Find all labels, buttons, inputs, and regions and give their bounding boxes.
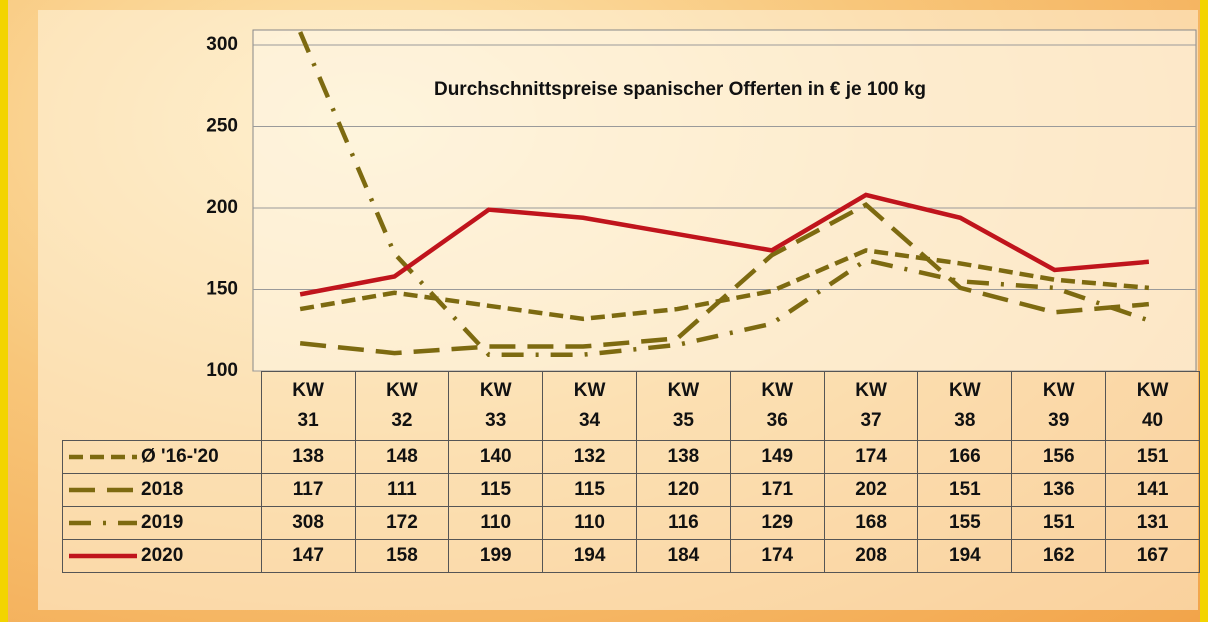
value-cell: 162	[1012, 540, 1106, 573]
value-cell: 202	[824, 474, 918, 507]
value-cell: 151	[1012, 507, 1106, 540]
value-cell: 168	[824, 507, 918, 540]
legend-label: 2020	[141, 545, 183, 566]
chart-title: Durchschnittspreise spanischer Offerten …	[434, 79, 926, 100]
category-label: KW 35	[668, 376, 700, 436]
value-cell: 155	[918, 507, 1012, 540]
legend-cell: 2018	[63, 474, 262, 507]
category-label: KW 40	[1137, 376, 1169, 436]
value-cell: 116	[636, 507, 730, 540]
value-cell: 194	[543, 540, 637, 573]
category-label: KW 32	[386, 376, 418, 436]
legend-swatch	[69, 550, 137, 562]
header-cell: KW 34	[543, 372, 637, 441]
header-cell: KW 36	[730, 372, 824, 441]
legend-cell: 2020	[63, 540, 262, 573]
category-label: KW 36	[761, 376, 793, 436]
category-label: KW 39	[1043, 376, 1075, 436]
value-cell: 147	[261, 540, 355, 573]
blank-cell	[63, 372, 262, 441]
header-row: KW 31 KW 32 KW 33 KW 34 KW 35 KW 36 KW 37 KW 38…	[63, 372, 1200, 441]
category-label: KW 33	[480, 376, 512, 436]
value-cell: 129	[730, 507, 824, 540]
value-cell: 110	[449, 507, 543, 540]
value-cell: 184	[636, 540, 730, 573]
header-cell: KW 38	[918, 372, 1012, 441]
data-table: KW 31 KW 32 KW 33 KW 34 KW 35 KW 36 KW 37 KW 38…	[62, 371, 1200, 573]
value-cell: 156	[1012, 441, 1106, 474]
y-tick-label: 250	[206, 116, 238, 137]
header-cell: KW 37	[824, 372, 918, 441]
y-tick-label: 200	[206, 197, 238, 218]
value-cell: 194	[918, 540, 1012, 573]
header-cell: KW 31	[261, 372, 355, 441]
header-cell: KW 32	[355, 372, 449, 441]
value-cell: 166	[918, 441, 1012, 474]
value-cell: 140	[449, 441, 543, 474]
legend-swatch	[69, 451, 137, 463]
value-cell: 208	[824, 540, 918, 573]
value-cell: 174	[824, 441, 918, 474]
value-cell: 117	[261, 474, 355, 507]
legend-swatch	[69, 484, 137, 496]
value-cell: 111	[355, 474, 449, 507]
value-cell: 171	[730, 474, 824, 507]
value-cell: 110	[543, 507, 637, 540]
value-cell: 136	[1012, 474, 1106, 507]
value-cell: 120	[636, 474, 730, 507]
value-cell: 132	[543, 441, 637, 474]
y-tick-label: 300	[206, 34, 238, 55]
header-cell: KW 33	[449, 372, 543, 441]
header-cell: KW 39	[1012, 372, 1106, 441]
category-label: KW 31	[292, 376, 324, 436]
legend-cell: 2019	[63, 507, 262, 540]
value-cell: 148	[355, 441, 449, 474]
value-cell: 308	[261, 507, 355, 540]
y-tick-label: 150	[206, 279, 238, 300]
value-cell: 172	[355, 507, 449, 540]
legend-label: Ø '16-'20	[141, 446, 219, 467]
legend-cell: Ø '16-'20	[63, 441, 262, 474]
value-cell: 141	[1106, 474, 1200, 507]
page: Durchschnittspreise spanischer Offerten …	[0, 0, 1208, 622]
value-cell: 167	[1106, 540, 1200, 573]
legend-label: 2018	[141, 479, 183, 500]
value-cell: 149	[730, 441, 824, 474]
header-cell: KW 40	[1106, 372, 1200, 441]
value-cell: 199	[449, 540, 543, 573]
value-cell: 138	[261, 441, 355, 474]
category-label: KW 37	[855, 376, 887, 436]
value-cell: 115	[543, 474, 637, 507]
value-cell: 151	[1106, 441, 1200, 474]
legend-label: 2019	[141, 512, 183, 533]
value-cell: 115	[449, 474, 543, 507]
value-cell: 174	[730, 540, 824, 573]
value-cell: 151	[918, 474, 1012, 507]
legend-swatch	[69, 517, 137, 529]
value-cell: 158	[355, 540, 449, 573]
value-cell: 131	[1106, 507, 1200, 540]
header-cell: KW 35	[636, 372, 730, 441]
value-cell: 138	[636, 441, 730, 474]
category-label: KW 34	[574, 376, 606, 436]
category-label: KW 38	[949, 376, 981, 436]
